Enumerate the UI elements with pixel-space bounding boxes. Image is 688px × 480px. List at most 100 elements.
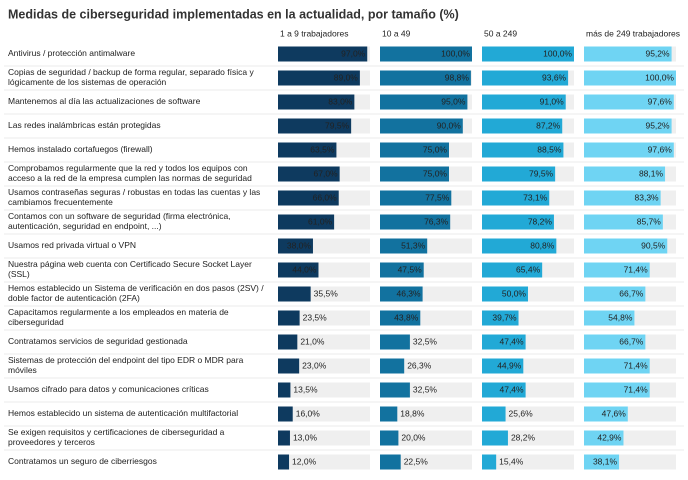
value-label: 97,6% [648,96,673,106]
category-label: Antivirus / protección antimalware [8,48,135,58]
value-label: 28,2% [511,432,536,442]
panel-header: 1 a 9 trabajadores [280,28,349,38]
value-label: 75,0% [423,168,448,178]
bar [380,430,399,446]
bar [584,358,650,374]
bar [278,214,335,230]
value-label: 22,5% [404,456,429,466]
value-label: 80,8% [530,240,555,250]
bar [482,142,564,158]
bar [482,214,554,230]
value-label: 44,9% [497,360,522,370]
bar [380,358,405,374]
bar [482,166,556,182]
value-label: 77,5% [425,192,450,202]
category-label: Copias de seguridad / backup de forma re… [8,67,256,87]
bar [380,454,401,470]
bar [482,358,524,374]
value-label: 75,0% [423,144,448,154]
bar [380,310,421,326]
value-label: 79,5% [325,120,350,130]
bar [584,310,635,326]
category-label: Comprobamos regularmente que la red y to… [8,163,252,183]
bar-track [278,358,370,374]
bar [278,310,300,326]
bar [380,166,449,182]
value-label: 32,5% [413,336,438,346]
bar [278,406,293,422]
value-label: 61,0% [308,216,333,226]
bar-track [380,454,472,470]
category-label: Hemos establecido un Sistema de verifica… [8,283,266,303]
value-label: 21,0% [300,336,325,346]
value-label: 95,2% [645,48,670,58]
bar-track [380,430,472,446]
bar-track [278,334,370,350]
value-label: 73,1% [523,192,548,202]
bar [584,262,650,278]
value-label: 15,4% [499,456,524,466]
value-label: 76,3% [424,216,449,226]
value-label: 51,3% [401,240,426,250]
value-label: 47,6% [602,408,627,418]
value-label: 93,6% [542,72,567,82]
value-label: 95,2% [645,120,670,130]
bar [380,70,471,86]
value-label: 90,5% [641,240,666,250]
value-label: 66,0% [313,192,338,202]
category-label: Las redes inalámbricas están protegidas [8,120,161,130]
bar [278,94,355,110]
bar [584,238,668,254]
bar [482,406,506,422]
bar [278,190,339,206]
bar [482,238,557,254]
value-label: 25,6% [509,408,534,418]
bar [278,430,290,446]
value-label: 13,5% [293,384,318,394]
bar [482,334,526,350]
value-label: 35,5% [314,288,339,298]
bar [482,382,526,398]
bar [584,46,672,62]
value-label: 23,0% [302,360,327,370]
value-label: 83,3% [635,192,660,202]
bar [278,118,352,134]
bar [380,190,452,206]
bar [584,190,661,206]
value-label: 12,0% [292,456,317,466]
value-label: 44,0% [292,264,317,274]
category-label: Hemos instalado cortafuegos (firewall) [8,144,153,154]
value-label: 63,5% [310,144,335,154]
bar [380,142,449,158]
value-label: 83,0% [328,96,353,106]
value-label: 71,4% [624,360,649,370]
value-label: 39,7% [492,312,517,322]
category-label: Usamos red privada virtual o VPN [8,240,136,250]
value-label: 13,0% [293,432,318,442]
bar [380,94,468,110]
value-label: 18,8% [400,408,425,418]
bar [278,70,360,86]
value-label: 38,1% [593,456,618,466]
bar [380,334,410,350]
value-label: 89,0% [334,72,359,82]
category-label: Usamos cifrado para datos y comunicacion… [8,384,209,394]
value-label: 42,9% [597,432,622,442]
bar [278,358,300,374]
value-label: 100,0% [645,72,674,82]
bar [482,430,508,446]
bar [278,166,340,182]
category-label: Contamos con un software de seguridad (f… [8,211,233,231]
bar-track [278,430,370,446]
bar [278,238,313,254]
category-label: Contratamos servicios de seguridad gesti… [8,336,188,346]
value-label: 79,5% [529,168,554,178]
value-label: 54,8% [608,312,633,322]
bar-track [278,454,370,470]
value-label: 32,5% [413,384,438,394]
bar [380,214,451,230]
value-label: 90,0% [437,120,462,130]
bar [584,430,624,446]
value-label: 47,4% [499,336,524,346]
